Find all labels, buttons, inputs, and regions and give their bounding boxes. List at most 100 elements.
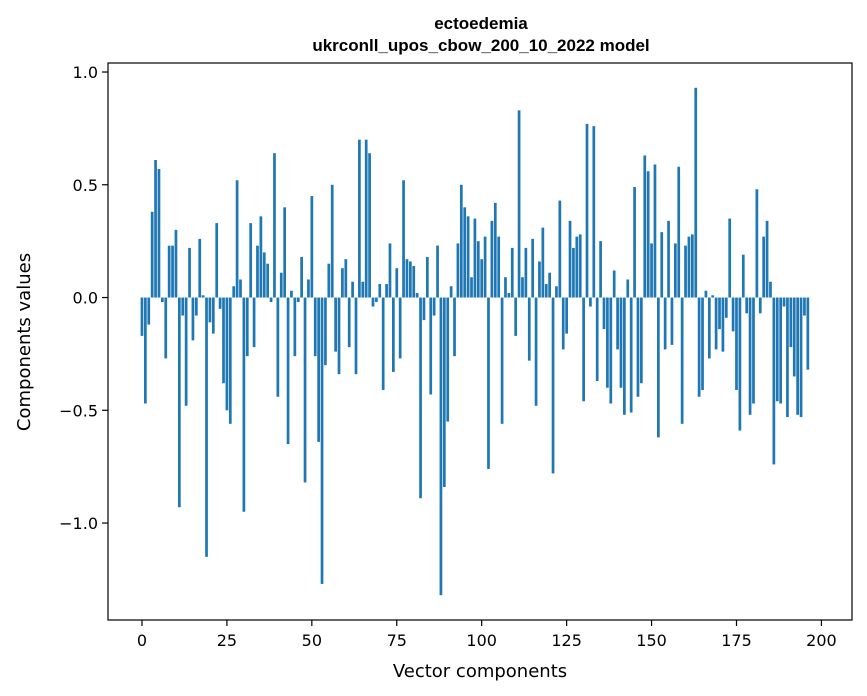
- bar-174: [731, 297, 735, 332]
- bar-175: [735, 297, 738, 390]
- bar-155: [667, 220, 670, 298]
- bar-115: [531, 238, 535, 298]
- bar-62: [351, 281, 354, 298]
- bar-100: [480, 259, 484, 298]
- bar-161: [687, 236, 691, 298]
- bar-51: [313, 297, 317, 357]
- bar-196: [806, 297, 810, 370]
- bar-152: [657, 297, 660, 438]
- bar-109: [510, 247, 514, 298]
- bar-92: [453, 297, 456, 357]
- bar-119: [544, 284, 548, 298]
- x-tick-label: 175: [721, 631, 752, 650]
- bar-123: [558, 200, 562, 298]
- bar-181: [755, 189, 759, 298]
- bar-153: [660, 232, 664, 298]
- bar-133: [592, 126, 596, 298]
- bar-90: [446, 297, 450, 422]
- bar-20: [208, 297, 212, 323]
- bar-139: [612, 270, 616, 298]
- bar-137: [606, 297, 609, 388]
- bar-177: [741, 254, 745, 298]
- bar-172: [724, 297, 728, 318]
- bar-97: [470, 277, 473, 298]
- bar-24: [222, 297, 225, 384]
- bar-185: [769, 281, 772, 298]
- y-axis: −1.0 −0.5 0.0 0.5 1.0: [59, 63, 108, 533]
- bar-189: [782, 297, 786, 307]
- bar-31: [245, 297, 249, 357]
- bar-72: [385, 284, 388, 298]
- bar-55: [327, 263, 331, 298]
- bar-54: [324, 297, 327, 366]
- bar-86: [432, 297, 436, 316]
- bar-53: [320, 297, 324, 584]
- bar-69: [375, 297, 378, 303]
- bar-76: [398, 297, 402, 359]
- bar-49: [307, 279, 310, 298]
- bar-28: [235, 180, 239, 298]
- bar-180: [752, 297, 755, 404]
- bar-0: [140, 297, 144, 336]
- bar-132: [589, 297, 592, 307]
- bar-series: [140, 87, 810, 596]
- bar-37: [266, 263, 270, 298]
- bar-91: [449, 286, 453, 298]
- bar-73: [388, 243, 392, 298]
- bar-1: [144, 297, 147, 404]
- bar-194: [799, 297, 803, 418]
- bar-50: [310, 196, 314, 298]
- bar-64: [358, 139, 361, 298]
- bar-78: [405, 259, 409, 298]
- bar-120: [548, 272, 551, 298]
- bar-160: [684, 245, 687, 298]
- bar-146: [636, 297, 640, 397]
- bar-87: [436, 245, 439, 298]
- bar-14: [188, 247, 191, 298]
- x-tick-label: 50: [302, 631, 322, 650]
- bar-179: [748, 297, 752, 415]
- y-tick-label: −1.0: [59, 514, 98, 533]
- bar-127: [572, 247, 575, 298]
- bar-32: [249, 223, 253, 298]
- bar-136: [602, 297, 606, 330]
- bar-99: [476, 241, 480, 298]
- bar-11: [177, 297, 181, 508]
- bar-195: [803, 297, 806, 316]
- bar-35: [259, 216, 263, 298]
- bar-27: [232, 286, 236, 298]
- bar-163: [694, 87, 698, 298]
- bar-42: [283, 207, 287, 298]
- bar-38: [269, 297, 273, 303]
- bar-154: [663, 297, 667, 350]
- bar-68: [371, 297, 375, 307]
- bar-44: [290, 290, 293, 298]
- bar-186: [772, 297, 776, 465]
- bar-41: [279, 272, 283, 298]
- bar-43: [286, 297, 290, 445]
- bar-151: [653, 164, 657, 298]
- bar-5: [157, 168, 161, 298]
- bar-95: [463, 207, 467, 298]
- bar-74: [392, 297, 395, 372]
- bar-143: [626, 279, 630, 298]
- bar-96: [466, 216, 470, 298]
- bar-130: [582, 297, 585, 402]
- bar-80: [412, 265, 416, 298]
- bar-6: [161, 297, 164, 303]
- bar-45: [293, 297, 297, 357]
- bar-128: [575, 236, 579, 298]
- bar-117: [538, 261, 541, 298]
- bar-83: [422, 297, 426, 321]
- y-tick-label: −0.5: [59, 401, 98, 420]
- plot-frame: [107, 62, 853, 621]
- bar-82: [419, 297, 422, 499]
- bar-3: [150, 211, 154, 298]
- chart-subtitle: ukrconll_upos_cbow_200_10_2022 model: [312, 36, 649, 55]
- bar-188: [779, 297, 783, 404]
- bar-66: [364, 139, 368, 298]
- bar-122: [555, 286, 558, 298]
- bar-187: [775, 297, 779, 402]
- bar-12: [181, 297, 185, 316]
- x-tick-label: 125: [551, 631, 582, 650]
